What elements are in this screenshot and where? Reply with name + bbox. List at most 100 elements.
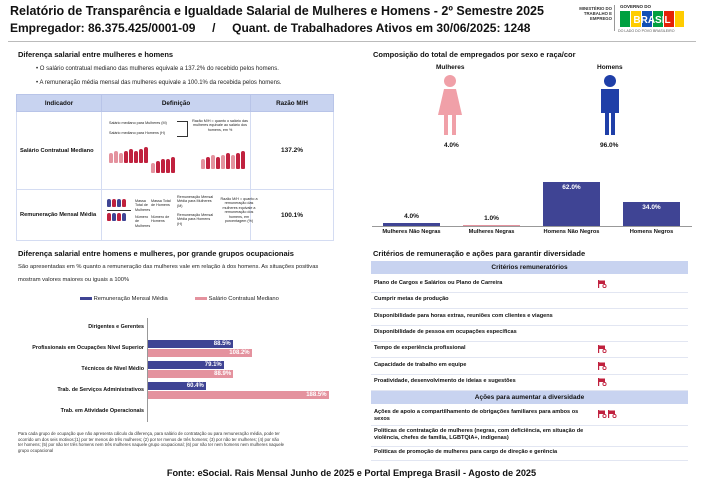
people-icons-men-row (201, 151, 245, 169)
criteria-flag-icon (597, 361, 607, 370)
def-count-women: Número de Mulheres (135, 215, 151, 228)
definition-illustration-median: Salário mediano para Mulheres (M) Salári… (103, 113, 249, 188)
bar-value-label: 88.5% (213, 341, 231, 347)
ministry-divider (614, 5, 615, 31)
composition-bar (383, 223, 440, 226)
def-mean-men: Remuneração Mensal Média para Homens (H) (177, 213, 214, 226)
criteria-label: Tempo de experiência profissional (374, 345, 466, 352)
bullet-1-text: O salário contratual mediano das mulhere… (39, 66, 279, 72)
def-mean-women: Remuneração Mensal Média para Mulheres (… (177, 195, 214, 208)
legend-swatch-median (195, 296, 207, 300)
criteria-row: Proatividade, desenvolvimento de ideias … (371, 374, 688, 391)
bar-value-label: 79.1% (204, 362, 222, 368)
composition-category-label: Mulheres Não Negras (382, 229, 441, 235)
bar-mean-remuneration: 79.1% (148, 361, 224, 369)
category-label: Profissionais em Ocupações Nível Superio… (32, 345, 144, 351)
criteria-row: Disponibilidade para horas extras, reuni… (371, 309, 688, 326)
brace (177, 121, 188, 137)
bar-median-salary: 88.9% (148, 370, 234, 378)
definition-cell: Massa Total de Mulheres Número de Mulher… (101, 189, 258, 241)
bar-mean-remuneration: 60.4% (148, 382, 206, 390)
definition-cell: Salário mediano para Mulheres (M) Salári… (101, 111, 251, 190)
definition-illustration-mean: Massa Total de Mulheres Número de Mulher… (103, 191, 258, 239)
woman-figure-icon (438, 75, 462, 135)
gov-word: GOVERNO DO (620, 4, 652, 9)
composition-bar-chart: 4.0% Mulheres Não Negras 1.0% Mulheres Negr… (372, 178, 692, 244)
action-label: Ações de apoio a compartilhamento de obr… (374, 409, 579, 422)
composition-bar (543, 182, 600, 226)
occupational-title: Diferença salarial entre homens e mulher… (18, 249, 294, 258)
col-indicator: Indicador (16, 94, 102, 112)
occupational-bar-chart: Dirigentes e Gerentes Profissionais em Oc… (12, 318, 342, 422)
bar-value-label: 108.2% (229, 350, 250, 356)
indicator-table-header: Indicador Definição Razão M/H (16, 94, 334, 112)
note-line: grupo ocupacional (18, 447, 54, 453)
table-row: Salário Contratual Mediano Salário media… (16, 111, 334, 190)
def-men-median: Salário mediano para Homens (H) (109, 131, 165, 135)
composition-bar (623, 201, 680, 226)
salary-diff-title: Diferença salarial entre mulheres e home… (18, 50, 174, 59)
people-icons-women-row (109, 147, 148, 163)
action-flag-icon (607, 410, 617, 419)
gov-brasil-word: BRASIL (633, 15, 670, 26)
indicator-name: Salário Contratual Mediano (16, 111, 102, 190)
criteria-flag-icon (597, 280, 607, 289)
category-label: Trab. de Serviços Administrativos (57, 387, 144, 393)
action-flag-icon (597, 410, 607, 419)
bullet-2: • A remuneração média mensal das mulhere… (36, 80, 282, 86)
composition-category-label: Mulheres Negras (468, 229, 515, 235)
people-icons-women-count (107, 213, 126, 221)
category-label: Dirigentes e Gerentes (88, 324, 144, 330)
action-row: Políticas de contratação de mulheres (ne… (371, 425, 688, 447)
bar-median-salary: 108.2% (148, 349, 252, 357)
legend-label-median: Salário Contratual Mediano (208, 296, 279, 302)
bar-value-label: 88.9% (214, 371, 232, 377)
composition-title: Composição do total de empregados por se… (373, 50, 576, 59)
def-count-men: Número de Homens (151, 215, 170, 224)
fraction-bar (107, 210, 131, 211)
indicator-ratio: 137.2% (250, 111, 334, 190)
criteria-row: Capacidade de trabalho em equipe (371, 358, 688, 375)
legend-item-median: Salário Contratual Mediano (195, 296, 279, 302)
man-figure-icon (601, 75, 619, 135)
composition-category-label: Homens Não Negros (543, 229, 600, 235)
criteria-row: Tempo de experiência profissional (371, 341, 688, 359)
note-line: Para cada grupo de ocupação que não apre… (18, 431, 280, 436)
header-divider (8, 41, 696, 42)
criteria-row: Plano de Cargos e Salários ou Plano de C… (371, 276, 688, 293)
occupational-notes: Para cada grupo de ocupação que não apre… (18, 431, 340, 453)
report-title: Relatório de Transparência e Igualdade S… (10, 4, 544, 18)
def-mass-men: Massa Total de Homens (151, 199, 171, 208)
gov-slogan: DO LADO DO POVO BRASILEIRO (618, 29, 675, 33)
criteria-title: Critérios de remuneração e ações para ga… (373, 249, 586, 258)
diversity-actions-header: Ações para aumentar a diversidade (371, 391, 688, 404)
indicator-name: Remuneração Mensal Média (16, 189, 102, 241)
criteria-flag-icon (597, 377, 607, 386)
men-label: Homens (597, 64, 623, 71)
composition-category-label: Homens Negros (629, 229, 674, 235)
col-definition: Definição (101, 94, 251, 112)
def-ratio-mean: Razão M/H = quanto a remuneração das mul… (220, 197, 258, 224)
criteria-label: Cumprir metas de produção (374, 296, 449, 303)
composition-bar (463, 225, 520, 226)
category-label: Trab. em Atividade Operacionais (60, 408, 144, 414)
composition-value-label: 1.0% (484, 215, 499, 223)
criteria-label: Capacidade de trabalho em equipe (374, 361, 467, 368)
def-women-median: Salário mediano para Mulheres (M) (109, 121, 167, 125)
criteria-label: Disponibilidade para horas extras, reuni… (374, 312, 553, 319)
note-line: ter homens; (5) por não ter três homens … (18, 442, 285, 447)
criteria-label: Disponibilidade de pessoa em ocupações e… (374, 328, 517, 335)
chart-baseline (372, 226, 692, 227)
criteria-row: Cumprir metas de produção (371, 292, 688, 310)
source-footer: Fonte: eSocial. Rais Mensal Junho de 202… (166, 468, 537, 478)
bar-value-label: 188.5% (306, 392, 327, 398)
occupational-desc-2: mostram valores maiores ou iguais a 100% (18, 277, 130, 283)
indicator-table: Indicador Definição Razão M/H Salário Co… (16, 94, 334, 241)
chart-axis (147, 318, 148, 422)
indicator-ratio: 100.1% (250, 189, 334, 241)
criteria-row: Disponibilidade de pessoa em ocupações e… (371, 325, 688, 342)
composition-value-label: 4.0% (404, 213, 419, 221)
people-icons-women-mass (107, 199, 126, 207)
action-row: Ações de apoio a compartilhamento de obr… (371, 406, 688, 426)
women-percentage: 4.0% (444, 142, 459, 149)
